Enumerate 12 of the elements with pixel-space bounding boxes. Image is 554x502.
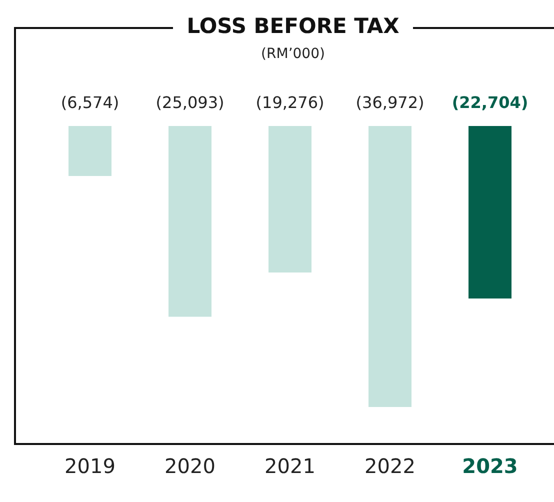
data-label: (22,704): [452, 93, 528, 112]
x-tick-label: 2021: [264, 454, 316, 478]
x-tick-label: 2020: [164, 454, 216, 478]
data-label: (25,093): [156, 93, 224, 112]
x-tick-label: 2019: [64, 454, 116, 478]
chart-subtitle: (RM’000): [260, 46, 326, 62]
x-tick-label: 2022: [364, 454, 416, 478]
data-label: (6,574): [60, 93, 120, 112]
chart-title: LOSS BEFORE TAX: [172, 14, 414, 38]
x-tick-label: 2023: [462, 454, 518, 478]
data-label: (36,972): [356, 93, 424, 112]
data-label: (19,276): [256, 93, 324, 112]
